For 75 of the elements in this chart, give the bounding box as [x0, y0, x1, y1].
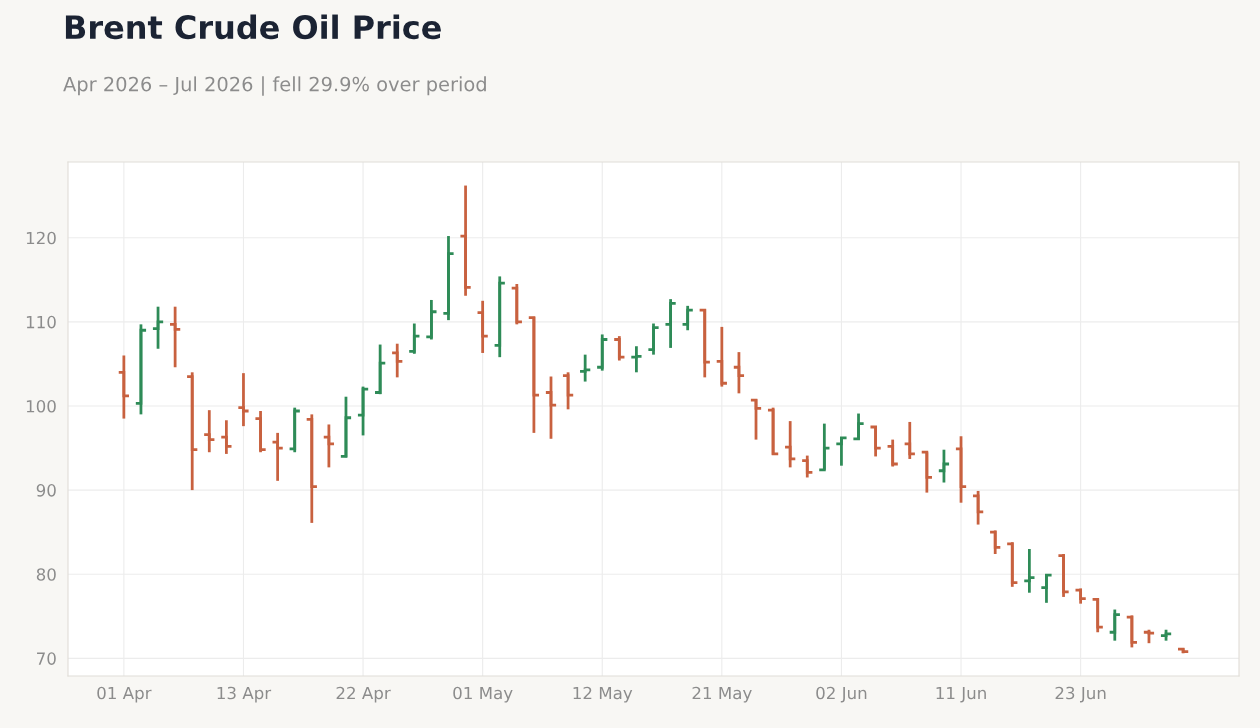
candlestick — [322, 423, 336, 469]
candlestick — [971, 489, 985, 526]
candlestick — [476, 299, 490, 355]
candlestick — [305, 412, 319, 525]
candlestick — [407, 322, 421, 356]
candlestick — [732, 350, 746, 395]
x-tick-label: 11 Jun — [936, 686, 986, 703]
candlestick — [254, 409, 268, 454]
candlestick — [664, 297, 678, 350]
candlestick — [988, 529, 1002, 556]
x-tick-label: 01 May — [453, 686, 513, 703]
candlestick — [852, 412, 866, 441]
y-tick-label: 90 — [36, 484, 56, 497]
candlestick — [390, 342, 404, 379]
y-tick-label: 80 — [36, 568, 56, 581]
y-tick-label: 100 — [26, 399, 56, 413]
candlestick — [134, 322, 148, 416]
candlestick — [236, 371, 250, 428]
x-tick-label: 01 Apr — [97, 686, 152, 703]
candlestick — [1125, 614, 1139, 649]
candlestick — [185, 370, 199, 492]
candlestick — [903, 420, 917, 461]
x-tick-label: 13 Apr — [217, 686, 272, 703]
candlestick — [168, 305, 182, 369]
candlestick — [1039, 572, 1053, 605]
candlestick — [339, 395, 353, 459]
candlestick — [288, 406, 302, 454]
candlestick — [920, 450, 934, 494]
candlestick — [151, 305, 165, 351]
candlestick — [646, 322, 661, 357]
y-tick-label: 110 — [26, 315, 56, 329]
candlestick — [561, 370, 575, 411]
candlestick — [800, 454, 814, 479]
candlestick — [544, 375, 558, 441]
y-tick-label: 70 — [37, 652, 56, 665]
candlestick — [817, 422, 831, 472]
candlestick — [698, 307, 712, 379]
candlestick — [1022, 547, 1036, 595]
candlestick — [595, 333, 609, 373]
candlestick — [202, 408, 216, 454]
candlestick — [527, 315, 541, 435]
candlestick — [834, 435, 848, 468]
candlestick — [886, 438, 900, 468]
candlestick — [715, 325, 729, 388]
candlestick — [783, 419, 797, 469]
x-tick-label: 02 Jun — [816, 686, 867, 703]
candlestick — [578, 353, 592, 383]
candlestick — [441, 234, 455, 322]
candlestick — [954, 434, 968, 505]
y-tick-label: 120 — [26, 231, 56, 245]
candlestick — [510, 282, 524, 326]
candlestick — [1108, 608, 1122, 643]
chart-title: Brent Crude Oil Price — [65, 14, 441, 40]
candlestick — [493, 275, 507, 359]
chart-subtitle: Apr 2026 – Jul 2026 | fell 29.9% over period — [63, 76, 486, 96]
candlestick — [356, 385, 370, 437]
candlestick — [749, 397, 763, 441]
candlestick — [271, 431, 285, 483]
x-tick-label: 21 May — [692, 686, 752, 703]
candlestick — [219, 418, 233, 456]
candlestick — [117, 354, 131, 420]
candlestick — [1091, 597, 1105, 634]
candlestick — [459, 184, 473, 298]
candlestick — [869, 424, 883, 458]
x-tick-label: 12 May — [573, 686, 633, 703]
candlestick — [612, 334, 626, 362]
x-tick-label: 23 Jun — [1055, 686, 1106, 703]
candlestick — [1005, 540, 1019, 589]
candlestick — [629, 344, 643, 374]
candlestick — [373, 343, 387, 396]
x-tick-label: 22 Apr — [336, 686, 391, 703]
candlestick — [681, 304, 695, 332]
candlestick — [766, 406, 780, 457]
candlestick — [1057, 552, 1071, 599]
candlestick — [424, 298, 438, 341]
